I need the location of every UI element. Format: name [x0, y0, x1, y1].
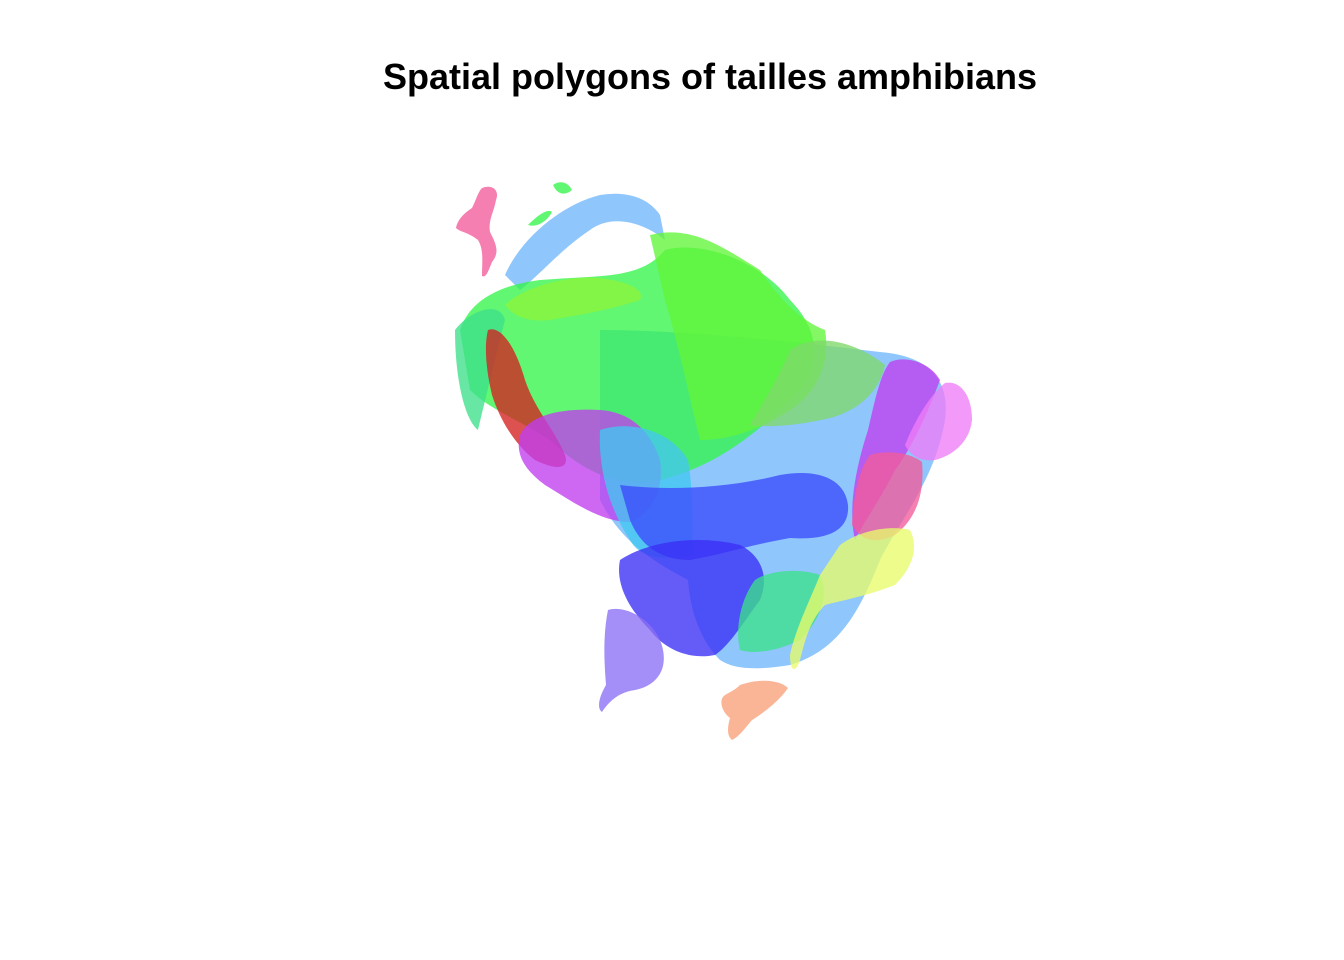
range-polygon-north-arc — [505, 193, 665, 290]
range-polygon-olive-east — [750, 340, 885, 427]
plot-title: Spatial polygons of tailles amphibians — [382, 56, 1038, 97]
range-polygon-violet-south — [599, 608, 664, 712]
range-polygon-pink-northwest — [456, 186, 498, 277]
range-polygon-lime-band — [505, 277, 641, 321]
range-polygon-deep-blue-south — [619, 540, 764, 657]
range-polygon-salmon-south — [721, 680, 788, 740]
range-polygon-hotpink-coast — [852, 452, 923, 541]
range-polygon-pink-east — [905, 382, 972, 461]
range-polygon-green-islands — [528, 182, 572, 226]
range-polygon-blue-center — [620, 473, 849, 560]
range-polygon-yellow-southeast — [790, 528, 915, 670]
